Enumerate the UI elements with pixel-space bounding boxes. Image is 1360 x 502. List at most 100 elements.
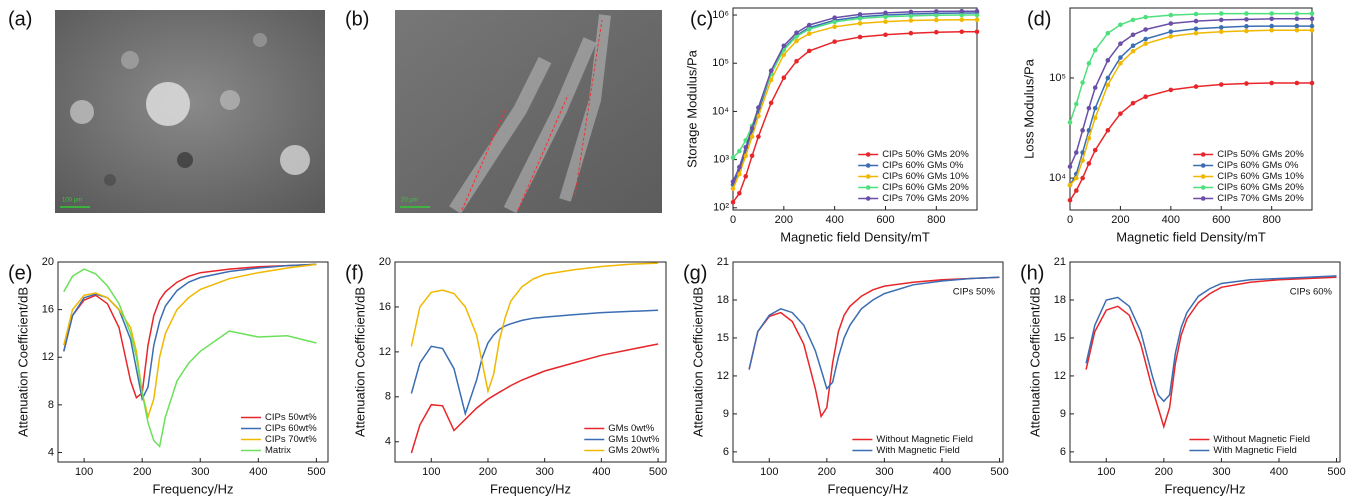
data-point [794, 38, 799, 44]
y-tick-label: 6 [1060, 446, 1066, 458]
x-tick-label: 300 [875, 466, 893, 478]
y-tick-label: 16 [42, 304, 54, 316]
x-tick-label: 600 [1212, 214, 1230, 226]
x-tick-label: 0 [1067, 214, 1073, 226]
data-point [908, 13, 914, 19]
y-tick-label: 9 [1060, 408, 1066, 420]
data-point [1105, 75, 1111, 81]
data-point [806, 22, 812, 28]
x-tick-label: 100 [422, 466, 440, 478]
x-axis-label: Magnetic field Density/mT [1116, 229, 1266, 244]
data-point [1309, 11, 1315, 16]
x-axis-label: Frequency/Hz [828, 481, 909, 496]
data-point [1244, 17, 1249, 22]
data-point [1143, 27, 1148, 32]
panel-label: (h) [1020, 262, 1044, 284]
data-point [832, 19, 837, 25]
y-tick-label: 10⁴ [712, 105, 729, 117]
data-point [1244, 11, 1249, 16]
data-line [732, 18, 977, 189]
data-point [1080, 175, 1085, 181]
data-point [1193, 11, 1199, 17]
data-line [410, 262, 659, 395]
data-point [1074, 150, 1079, 155]
plot-frame [1069, 7, 1313, 211]
data-point [1193, 18, 1199, 24]
data-point [1080, 158, 1085, 163]
data-point [1218, 17, 1224, 23]
data-point [1092, 85, 1098, 90]
legend-marker [865, 152, 871, 157]
data-point [974, 17, 980, 23]
x-axis-label: Frequency/Hz [153, 481, 234, 496]
data-point [857, 21, 863, 26]
x-tick-label: 400 [1162, 214, 1180, 226]
y-tick-label: 12 [1054, 370, 1066, 382]
data-line [63, 263, 317, 402]
data-line [1069, 12, 1312, 123]
data-point [1294, 80, 1300, 86]
panel-label: (f) [345, 262, 364, 284]
data-point [1294, 27, 1300, 33]
data-point [1193, 84, 1199, 89]
y-tick-label: 8 [385, 391, 391, 403]
panel-label: (c) [690, 8, 713, 30]
data-point [730, 200, 736, 205]
x-tick-label: 400 [592, 466, 610, 478]
legend-marker [865, 185, 871, 190]
data-point [743, 145, 749, 150]
data-point [1105, 58, 1111, 63]
y-axis-label: Attenuation Coefficient/dB [1027, 287, 1042, 437]
data-line [732, 12, 977, 186]
y-tick-label: 12 [42, 351, 54, 363]
y-tick-label: 20 [379, 256, 391, 268]
legend-label: CIPs 60% GMs 20% [1217, 182, 1304, 193]
data-point [1092, 147, 1098, 153]
legend-label: CIPs 60% GMs 0% [882, 160, 964, 171]
data-point [1143, 36, 1148, 42]
data-point [883, 19, 888, 24]
data-point [1269, 80, 1274, 86]
data-point [1067, 197, 1073, 203]
annotation: CIPs 60% [1290, 287, 1333, 298]
legend-marker [1200, 196, 1206, 201]
legend-label: CIPs 60% GMs 0% [1217, 160, 1299, 171]
data-point [974, 8, 980, 14]
data-point [743, 174, 749, 179]
data-point [1143, 14, 1148, 20]
panel-label: (e) [8, 262, 32, 284]
data-point [857, 16, 863, 21]
x-tick-label: 300 [191, 466, 209, 478]
x-tick-label: 500 [649, 466, 667, 478]
data-point [1294, 11, 1300, 16]
y-tick-label: 21 [717, 256, 729, 268]
x-tick-label: 200 [775, 214, 793, 226]
data-line [1069, 29, 1312, 186]
x-tick-label: 300 [1212, 466, 1230, 478]
legend-label: GMs 20wt% [608, 445, 660, 456]
data-point [1269, 27, 1274, 33]
data-point [1074, 101, 1079, 107]
data-point [781, 43, 787, 49]
legend-label: CIPs 60% GMs 10% [1217, 171, 1304, 182]
legend-label: CIPs 50% GMs 20% [882, 149, 969, 160]
data-point [749, 125, 755, 131]
data-point [1086, 105, 1092, 111]
data-point [794, 30, 799, 36]
plot-frame [57, 261, 329, 463]
panel-label: (d) [1027, 8, 1051, 30]
data-point [1193, 26, 1199, 32]
data-point [1130, 100, 1136, 106]
data-line [1069, 82, 1312, 201]
x-axis-label: Magnetic field Density/mT [780, 229, 930, 244]
data-point [806, 31, 812, 37]
y-tick-label: 21 [1054, 256, 1066, 268]
plot-frame [394, 261, 667, 463]
data-point [1086, 135, 1092, 141]
data-point [1130, 32, 1136, 38]
x-tick-label: 400 [249, 466, 267, 478]
data-point [1067, 120, 1073, 125]
y-tick-label: 20 [42, 256, 54, 268]
data-point [1130, 17, 1136, 23]
data-point [1244, 81, 1249, 86]
